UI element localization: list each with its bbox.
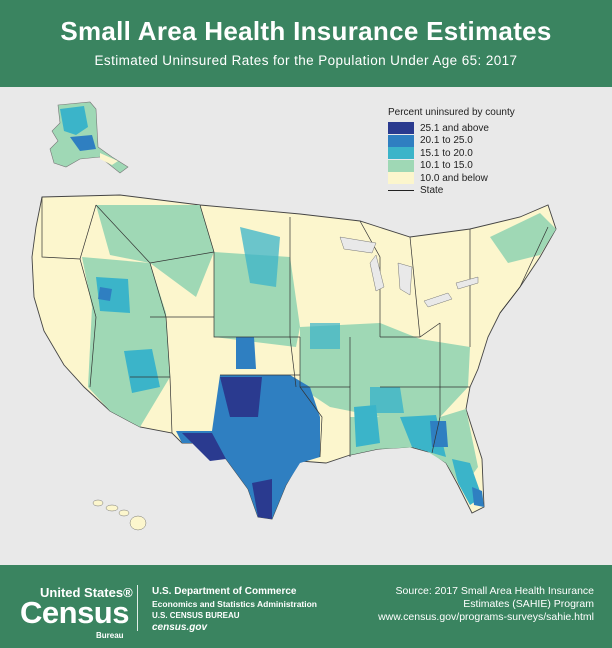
source-line-2: Estimates (SAHIE) Program xyxy=(463,598,594,610)
legend-item: 25.1 and above xyxy=(388,122,538,135)
legend-label: 15.1 to 20.0 xyxy=(420,147,473,159)
source-block: Source: 2017 Small Area Health Insurance… xyxy=(354,585,594,624)
legend-item: 10.0 and below xyxy=(388,172,538,185)
legend-item-state: State xyxy=(388,185,538,198)
legend-item: 15.1 to 20.0 xyxy=(388,147,538,160)
census-logo-top: United States® xyxy=(40,585,133,600)
contiguous-us xyxy=(31,194,557,520)
source-line-1: Source: 2017 Small Area Health Insurance xyxy=(395,585,594,597)
source-link[interactable]: www.census.gov/programs-surveys/sahie.ht… xyxy=(378,611,594,623)
legend-label: 20.1 to 25.0 xyxy=(420,135,473,147)
legend-swatch xyxy=(388,122,414,135)
legend-swatch xyxy=(388,134,414,147)
header-banner: Small Area Health Insurance Estimates Es… xyxy=(0,0,612,87)
legend-state-line xyxy=(388,190,414,192)
agency-line-1: U.S. Department of Commerce xyxy=(152,586,297,597)
legend-title: Percent uninsured by county xyxy=(388,107,515,118)
agency-line-3: U.S. CENSUS BUREAU xyxy=(152,611,240,620)
legend-swatch xyxy=(388,159,414,172)
hawaii-region xyxy=(92,499,147,531)
map-area: Percent uninsured by county 25.1 and abo… xyxy=(0,87,612,565)
legend-label: 10.0 and below xyxy=(420,172,488,184)
census-logo: Census xyxy=(20,595,129,630)
legend-state-label: State xyxy=(420,185,444,197)
legend-item: 10.1 to 15.0 xyxy=(388,159,538,173)
legend-item: 20.1 to 25.0 xyxy=(388,134,538,148)
agency-line-2: Economics and Statistics Administration xyxy=(152,599,317,609)
census-logo-sub: Bureau xyxy=(96,631,124,640)
map-legend: Percent uninsured by county 25.1 and abo… xyxy=(388,107,538,197)
legend-label: 10.1 to 15.0 xyxy=(420,160,473,172)
legend-label: 25.1 and above xyxy=(420,122,489,134)
us-map xyxy=(31,101,557,531)
alaska-region xyxy=(49,101,129,174)
agency-link[interactable]: census.gov xyxy=(152,622,208,633)
legend-swatch xyxy=(388,172,414,185)
page-title: Small Area Health Insurance Estimates xyxy=(60,16,552,46)
footer-banner: United States® Census Bureau U.S. Depart… xyxy=(0,565,612,648)
agency-block: U.S. Department of Commerce Economics an… xyxy=(152,586,317,634)
footer-divider xyxy=(137,585,138,631)
page-subtitle: Estimated Uninsured Rates for the Popula… xyxy=(94,53,518,68)
legend-swatch xyxy=(388,147,414,160)
